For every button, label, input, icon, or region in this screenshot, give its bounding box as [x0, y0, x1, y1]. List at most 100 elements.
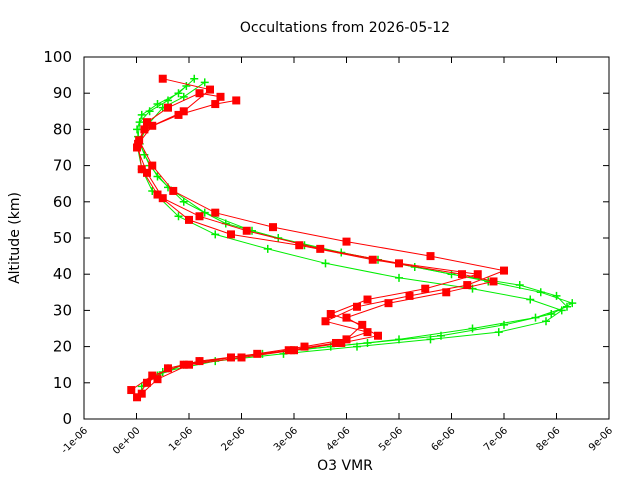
series-1-point [290, 346, 298, 355]
series-1-point [153, 190, 162, 199]
series-0-point [174, 212, 183, 221]
series-1-point [211, 100, 220, 109]
series-1-profile-1-line [131, 92, 506, 391]
x-tick-label: 3e-06 [272, 425, 300, 453]
y-tick-label: 90 [53, 84, 72, 102]
series-0-point [200, 78, 209, 87]
series-1-point [127, 386, 136, 395]
series-0-point [568, 299, 577, 308]
y-tick-label: 80 [53, 120, 72, 138]
series-0-point [263, 244, 272, 253]
series-1-point [185, 215, 193, 224]
series-1-point [237, 353, 246, 362]
series-1-profile-0-line [136, 99, 478, 398]
x-tick-label: 2e-06 [219, 425, 247, 453]
series-1-point [137, 389, 146, 398]
series-1-point [489, 277, 498, 286]
series-1-point [421, 284, 430, 293]
series-1-point [179, 107, 188, 116]
series-1-point [326, 310, 335, 319]
series-1-point [473, 270, 482, 279]
series-1-point [211, 208, 220, 217]
y-axis: 0 10 20 30 40 50 60 70 80 90 100 [43, 48, 609, 428]
series-0-point [557, 306, 566, 315]
series-1-point [232, 96, 241, 105]
series-1-point [137, 165, 146, 174]
series-1-point [395, 259, 403, 268]
series-1-point [143, 378, 151, 387]
series-0-point [135, 118, 144, 127]
y-tick-label: 10 [53, 374, 72, 392]
series-0-point [174, 89, 183, 98]
data-markers [127, 74, 577, 402]
series-1-point [143, 118, 151, 127]
y-tick-label: 100 [43, 48, 72, 66]
series-0-point [468, 324, 477, 333]
series-1-point [269, 223, 277, 232]
y-tick-label: 70 [53, 157, 72, 175]
series-0-point [164, 96, 172, 105]
x-tick-label: 9e-06 [587, 425, 615, 453]
series-1-point [195, 212, 204, 221]
series-0-point [211, 230, 220, 239]
series-1-point [342, 313, 351, 322]
y-axis-label: Altitude (km) [7, 192, 23, 284]
series-1-profile-2-line [137, 78, 494, 395]
series-1-point [405, 291, 414, 300]
series-1-point [363, 328, 372, 337]
series-0-point [426, 335, 435, 344]
series-0-point [179, 197, 188, 206]
series-1-point [153, 375, 162, 384]
y-tick-label: 20 [53, 338, 72, 356]
series-1-point [295, 241, 304, 250]
x-tick-label: 8e-06 [534, 425, 562, 453]
series-1-point [242, 226, 251, 235]
series-1-point [384, 299, 393, 308]
series-1-point [179, 360, 188, 369]
series-0-point [133, 125, 142, 134]
series-1-point [143, 168, 151, 177]
series-1-point [426, 252, 435, 261]
series-0-point [353, 342, 361, 351]
series-0-point [547, 310, 556, 319]
series-1-point [463, 281, 472, 290]
series-1-point [133, 393, 142, 402]
series-1-point [300, 342, 309, 351]
series-1-point [174, 110, 183, 119]
series-1-point [500, 266, 508, 275]
series-0-point [137, 110, 146, 119]
y-tick-label: 30 [53, 301, 72, 319]
series-1-point [337, 338, 346, 347]
series-0-point [321, 259, 330, 268]
y-tick-label: 50 [53, 229, 72, 247]
x-tick-label: 1e-06 [167, 425, 195, 453]
series-0-point [542, 317, 550, 326]
series-0-point [526, 295, 535, 304]
series-1-point [195, 89, 204, 98]
series-0-point [395, 273, 403, 282]
x-tick-label: 0e+00 [111, 425, 143, 457]
series-1-point [374, 331, 382, 340]
x-tick-label: 4e-06 [324, 425, 352, 453]
series-1-point [363, 295, 372, 304]
series-1-point [284, 346, 293, 355]
series-0-point [190, 74, 199, 83]
series-1-point [148, 371, 157, 380]
series-1-point [164, 364, 172, 373]
series-1-point [227, 353, 235, 362]
series-1-point [353, 302, 361, 311]
series-0-profile-1-line [137, 85, 574, 377]
series-1-point [442, 288, 451, 297]
x-tick-label: 7e-06 [482, 425, 510, 453]
series-1-point [185, 360, 193, 369]
series-1-point [164, 103, 172, 112]
x-tick-label: 6e-06 [429, 425, 457, 453]
series-1-point [227, 230, 235, 239]
x-tick-label: -1e-06 [59, 425, 90, 456]
series-1-point [169, 186, 178, 195]
series-1-point [206, 85, 214, 94]
series-1-point [158, 74, 167, 83]
series-1-point [321, 317, 330, 326]
series-1-point [148, 161, 157, 170]
